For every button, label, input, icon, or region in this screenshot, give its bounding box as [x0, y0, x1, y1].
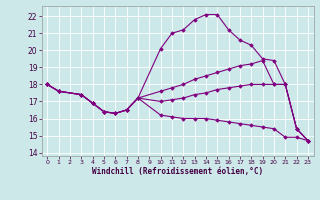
X-axis label: Windchill (Refroidissement éolien,°C): Windchill (Refroidissement éolien,°C): [92, 167, 263, 176]
